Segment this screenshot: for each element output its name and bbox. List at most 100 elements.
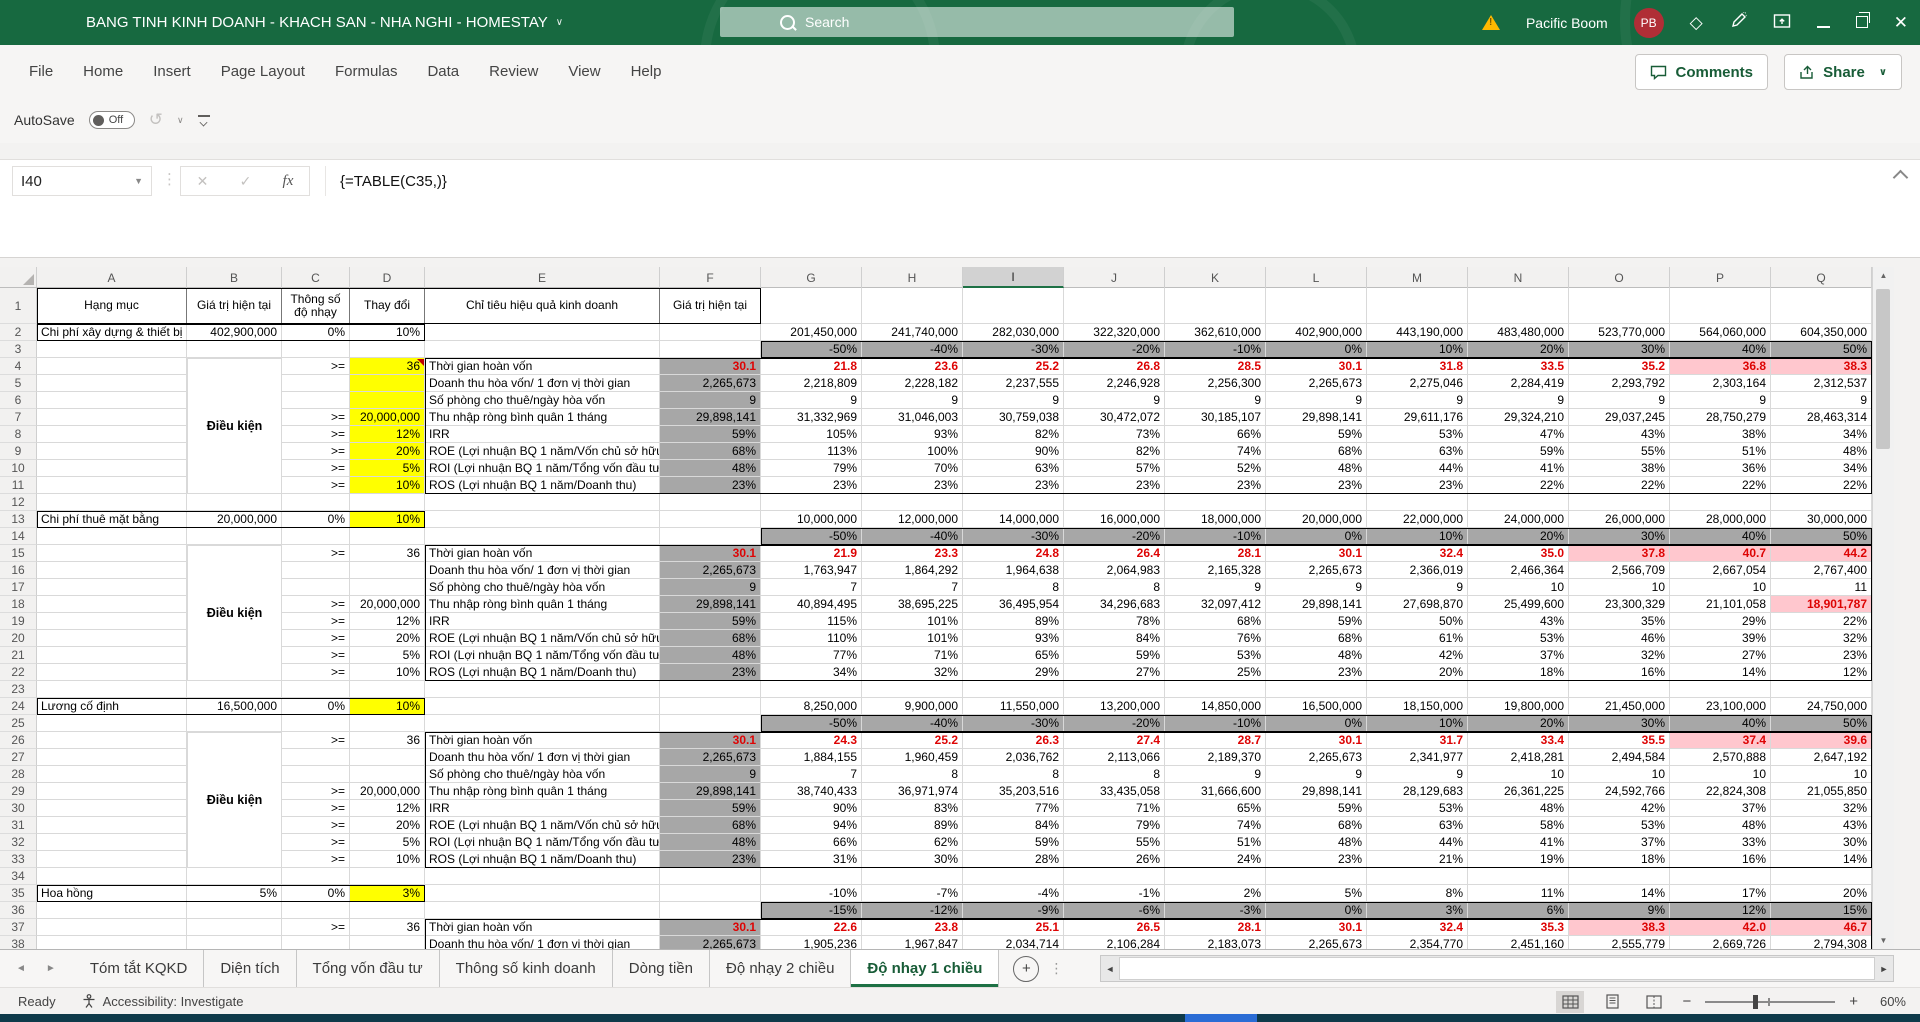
cell-B12[interactable]	[187, 494, 282, 511]
cell-Q5[interactable]: 2,312,537	[1771, 375, 1872, 392]
cell-L5[interactable]: 2,265,673	[1266, 375, 1367, 392]
cell-D28[interactable]	[350, 766, 425, 783]
cell-M32[interactable]: 44%	[1367, 834, 1468, 851]
cell-D8[interactable]: 12%	[350, 426, 425, 443]
cell-H36[interactable]: -12%	[862, 902, 963, 919]
cell-L4[interactable]: 30.1	[1266, 358, 1367, 375]
cell-O30[interactable]: 42%	[1569, 800, 1670, 817]
cell-G33[interactable]: 31%	[761, 851, 862, 868]
previous-sheet-icon[interactable]: ◄	[16, 963, 26, 974]
cell-B25[interactable]	[187, 715, 282, 732]
cell-J27[interactable]: 2,113,066	[1064, 749, 1165, 766]
cell-P2[interactable]: 564,060,000	[1670, 324, 1771, 341]
cell-Q10[interactable]: 34%	[1771, 460, 1872, 477]
cell-K7[interactable]: 30,185,107	[1165, 409, 1266, 426]
row-header-2[interactable]: 2	[0, 324, 37, 341]
cell-P21[interactable]: 27%	[1670, 647, 1771, 664]
cell-Q9[interactable]: 48%	[1771, 443, 1872, 460]
cell-C30[interactable]: >=	[282, 800, 350, 817]
formula-bar-resize-handle[interactable]: ⋮	[162, 171, 177, 188]
column-header-L[interactable]: L	[1266, 267, 1367, 288]
cell-G14[interactable]: -50%	[761, 528, 862, 545]
cell-H25[interactable]: -40%	[862, 715, 963, 732]
cell-H5[interactable]: 2,228,182	[862, 375, 963, 392]
cell-Q6[interactable]: 9	[1771, 392, 1872, 409]
cell-F38[interactable]: 2,265,673	[660, 936, 761, 949]
cell-L2[interactable]: 402,900,000	[1266, 324, 1367, 341]
cell-I33[interactable]: 28%	[963, 851, 1064, 868]
cell-G22[interactable]: 34%	[761, 664, 862, 681]
cell-J2[interactable]: 322,320,000	[1064, 324, 1165, 341]
cell-K19[interactable]: 68%	[1165, 613, 1266, 630]
zoom-level[interactable]: 60%	[1879, 994, 1906, 1009]
cell-E15[interactable]: Thời gian hoàn vốn	[425, 545, 660, 562]
cell-O23[interactable]	[1569, 681, 1670, 698]
cell-D32[interactable]: 5%	[350, 834, 425, 851]
cell-P28[interactable]: 10	[1670, 766, 1771, 783]
cell-L34[interactable]	[1266, 868, 1367, 885]
cell-K27[interactable]: 2,189,370	[1165, 749, 1266, 766]
cell-K15[interactable]: 28.1	[1165, 545, 1266, 562]
cell-J5[interactable]: 2,246,928	[1064, 375, 1165, 392]
cell-E11[interactable]: ROS (Lợi nhuận BQ 1 năm/Doanh thu)	[425, 477, 660, 494]
confirm-entry-icon[interactable]: ✓	[239, 172, 252, 189]
cell-K26[interactable]: 28.7	[1165, 732, 1266, 749]
cell-G3[interactable]: -50%	[761, 341, 862, 358]
cell-J3[interactable]: -20%	[1064, 341, 1165, 358]
cell-J31[interactable]: 79%	[1064, 817, 1165, 834]
cell-Q32[interactable]: 30%	[1771, 834, 1872, 851]
cell-A24[interactable]: Lương cố định	[37, 698, 187, 715]
scroll-down-icon[interactable]: ▼	[1879, 936, 1888, 945]
zoom-in-button[interactable]: +	[1849, 993, 1858, 1010]
cell-P34[interactable]	[1670, 868, 1771, 885]
cell-E16[interactable]: Doanh thu hòa vốn/ 1 đơn vị thời gian	[425, 562, 660, 579]
cell-P1[interactable]	[1670, 288, 1771, 324]
cell-O31[interactable]: 53%	[1569, 817, 1670, 834]
cell-P24[interactable]: 23,100,000	[1670, 698, 1771, 715]
cell-N29[interactable]: 26,361,225	[1468, 783, 1569, 800]
row-header-3[interactable]: 3	[0, 341, 37, 358]
cell-C36[interactable]	[282, 902, 350, 919]
cell-P9[interactable]: 51%	[1670, 443, 1771, 460]
cell-A12[interactable]	[37, 494, 187, 511]
cell-O1[interactable]	[1569, 288, 1670, 324]
cell-I8[interactable]: 82%	[963, 426, 1064, 443]
cell-L38[interactable]: 2,265,673	[1266, 936, 1367, 949]
column-header-E[interactable]: E	[425, 267, 660, 288]
cell-A8[interactable]	[37, 426, 187, 443]
cell-A21[interactable]	[37, 647, 187, 664]
cell-F18[interactable]: 29,898,141	[660, 596, 761, 613]
cell-K36[interactable]: -3%	[1165, 902, 1266, 919]
cell-B35[interactable]: 5%	[187, 885, 282, 902]
cell-Q8[interactable]: 34%	[1771, 426, 1872, 443]
cell-F36[interactable]	[660, 902, 761, 919]
cell-O6[interactable]: 9	[1569, 392, 1670, 409]
cell-H33[interactable]: 30%	[862, 851, 963, 868]
cell-E38[interactable]: Doanh thu hòa vốn/ 1 đơn vị thời gian	[425, 936, 660, 949]
cell-E37[interactable]: Thời gian hoàn vốn	[425, 919, 660, 936]
cell-F27[interactable]: 2,265,673	[660, 749, 761, 766]
cell-Q24[interactable]: 24,750,000	[1771, 698, 1872, 715]
cell-L19[interactable]: 59%	[1266, 613, 1367, 630]
cell-C19[interactable]: >=	[282, 613, 350, 630]
cell-P12[interactable]	[1670, 494, 1771, 511]
close-button[interactable]: ✕	[1893, 12, 1908, 32]
cell-C1[interactable]: Thông số độ nhạy	[282, 288, 350, 324]
cell-J10[interactable]: 57%	[1064, 460, 1165, 477]
cell-C10[interactable]: >=	[282, 460, 350, 477]
cell-C16[interactable]	[282, 562, 350, 579]
cell-H28[interactable]: 8	[862, 766, 963, 783]
cell-A1[interactable]: Hạng mục	[37, 288, 187, 324]
cell-H23[interactable]	[862, 681, 963, 698]
cell-O10[interactable]: 38%	[1569, 460, 1670, 477]
cell-D36[interactable]	[350, 902, 425, 919]
cell-E1[interactable]: Chỉ tiêu hiệu quả kinh doanh	[425, 288, 660, 324]
cell-D35[interactable]: 3%	[350, 885, 425, 902]
cell-I2[interactable]: 282,030,000	[963, 324, 1064, 341]
row-header-14[interactable]: 14	[0, 528, 37, 545]
vertical-scrollbar[interactable]: ▲ ▼	[1872, 267, 1894, 949]
cell-A19[interactable]	[37, 613, 187, 630]
cell-F6[interactable]: 9	[660, 392, 761, 409]
customize-qat-icon[interactable]	[197, 115, 210, 125]
cell-H17[interactable]: 7	[862, 579, 963, 596]
